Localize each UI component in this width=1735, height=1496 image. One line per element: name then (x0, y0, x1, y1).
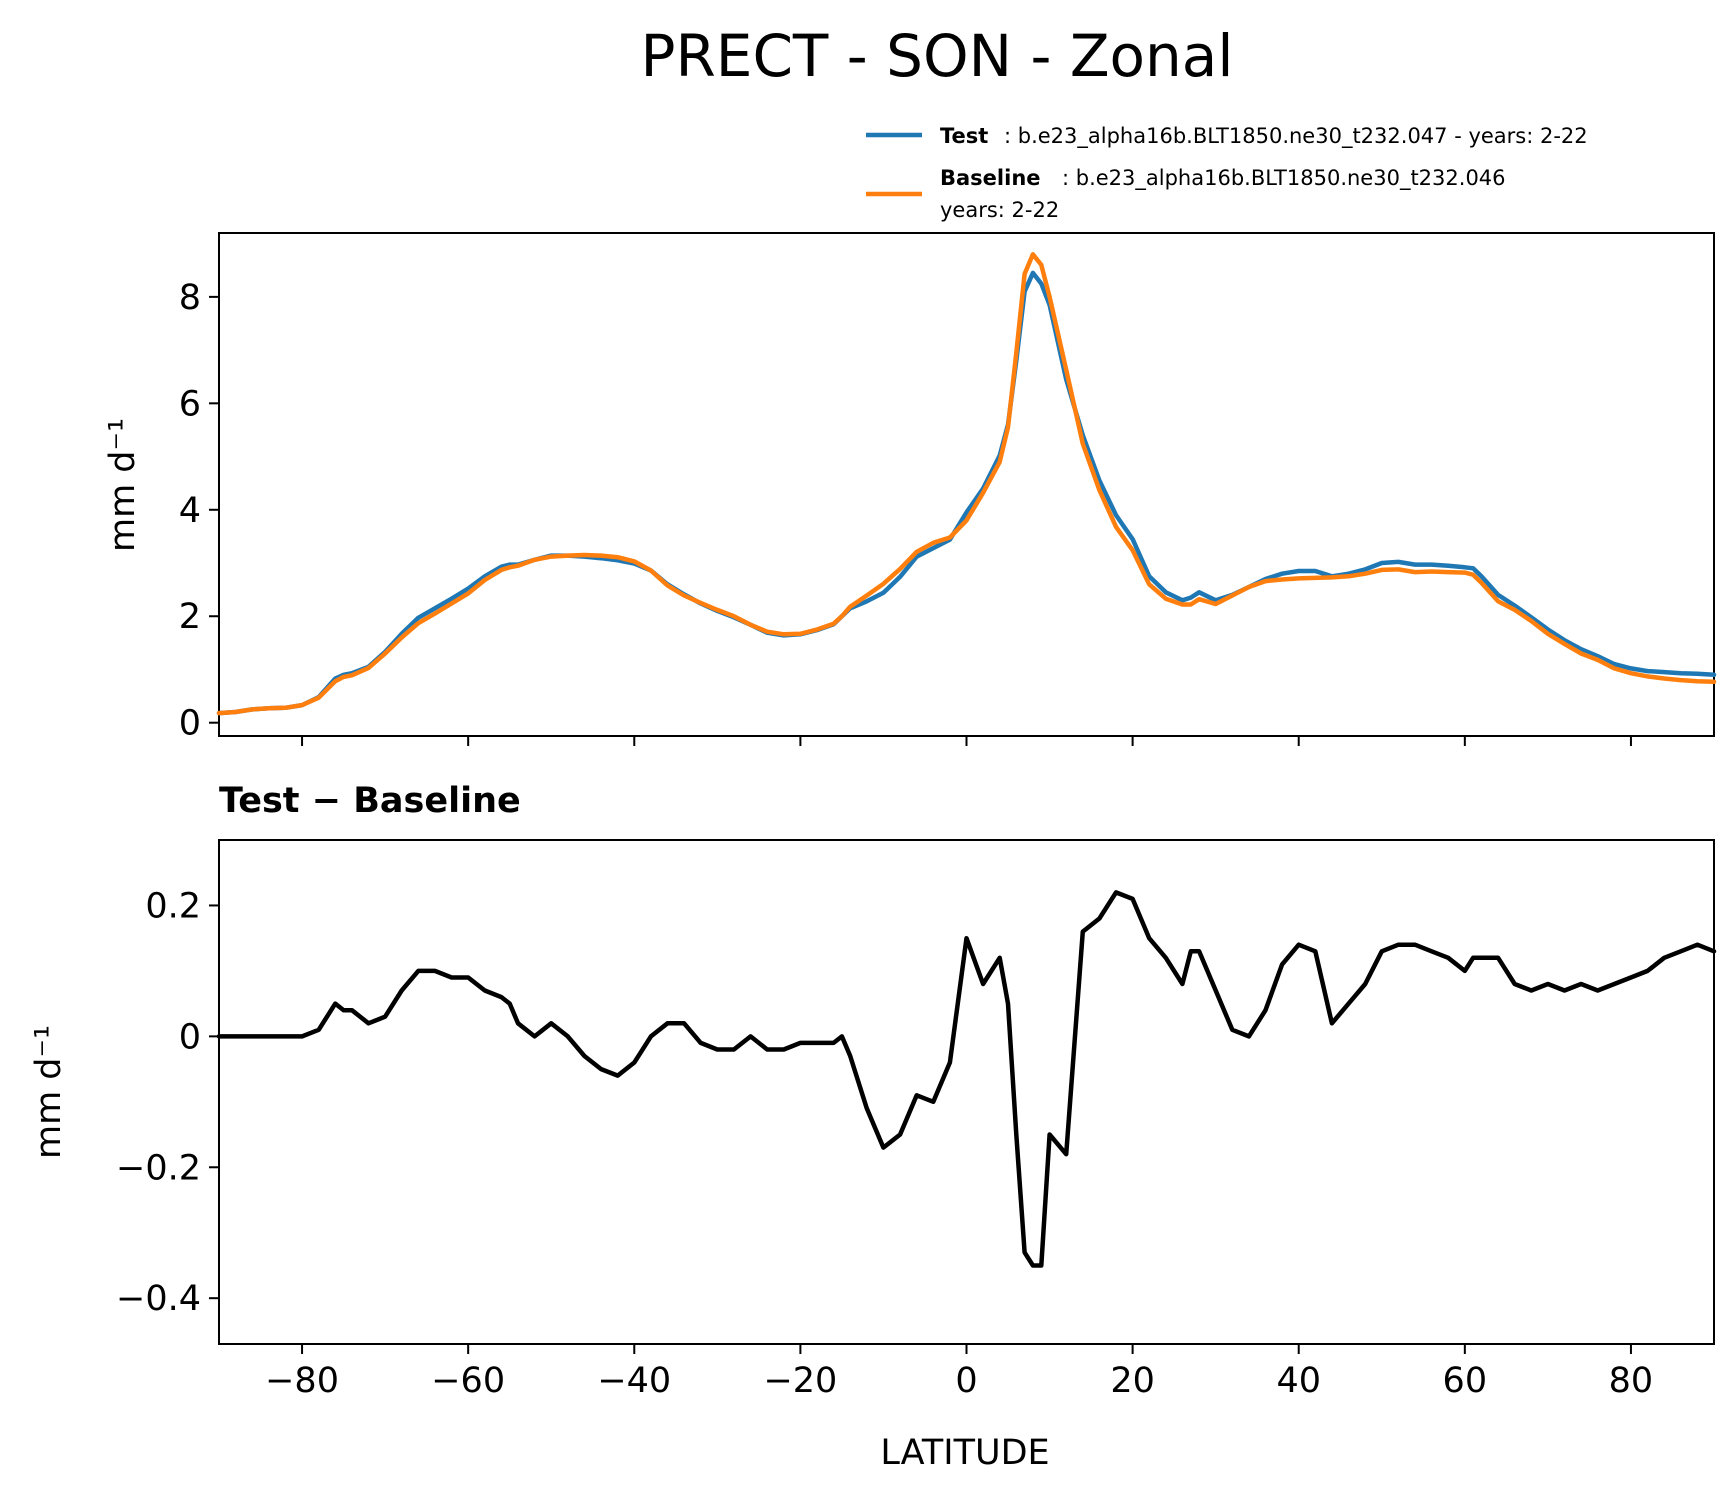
legend-baseline-desc2: years: 2-22 (940, 198, 1059, 222)
top-ylabel: mm d⁻¹ (103, 418, 143, 552)
top-ytick-label: 0 (179, 704, 201, 744)
bottom-xtick-label: 20 (1110, 1361, 1155, 1401)
legend: Test : b.e23_alpha16b.BLT1850.ne30_t232.… (866, 124, 1588, 222)
top-xticks (301, 736, 1632, 746)
top-yticks: 0 2 4 6 8 (179, 278, 219, 744)
bottom-ytick-label: −0.4 (116, 1279, 201, 1319)
bottom-xtick-label: −60 (431, 1361, 505, 1401)
bottom-xtick-label: −40 (597, 1361, 671, 1401)
legend-baseline-name: Baseline (940, 166, 1041, 190)
bottom-xlabel: LATITUDE (880, 1433, 1049, 1473)
bottom-title: Test − Baseline (219, 781, 521, 821)
bottom-xtick-label: 60 (1443, 1361, 1488, 1401)
bottom-xticks: −80 −60 −40 −20 0 20 40 60 80 (265, 1344, 1653, 1401)
bottom-xtick-label: −20 (763, 1361, 837, 1401)
legend-baseline-desc: : b.e23_alpha16b.BLT1850.ne30_t232.046 (1062, 166, 1506, 191)
bottom-xtick-label: −80 (265, 1361, 339, 1401)
top-ytick-label: 4 (179, 491, 201, 531)
bottom-ytick-label: −0.2 (116, 1148, 201, 1188)
bottom-ytick-label: 0.2 (145, 886, 201, 926)
top-ytick-label: 2 (179, 597, 201, 637)
figure-title: PRECT - SON - Zonal (641, 22, 1234, 90)
legend-test-name: Test (940, 124, 988, 148)
top-ytick-label: 6 (179, 384, 201, 424)
bottom-xtick-label: 80 (1609, 1361, 1654, 1401)
top-series-group (216, 252, 1717, 716)
bottom-ytick-label: 0 (179, 1017, 201, 1057)
zonal-mean-panel: 0 2 4 6 8 mm d⁻¹ (103, 232, 1717, 746)
difference-panel: Test − Baseline −0.4 −0.2 0 0.2 −80 −60 −40 −2… (29, 781, 1717, 1473)
bottom-xtick-label: 40 (1276, 1361, 1321, 1401)
bottom-xtick-label: 0 (955, 1361, 977, 1401)
bottom-series-group (216, 890, 1717, 1268)
bottom-yticks: −0.4 −0.2 0 0.2 (116, 886, 219, 1319)
top-series-baseline (216, 252, 1717, 716)
bottom-series-test-baseline (216, 890, 1717, 1268)
legend-test-desc: : b.e23_alpha16b.BLT1850.ne30_t232.047 -… (1004, 124, 1588, 149)
bottom-ylabel: mm d⁻¹ (29, 1025, 69, 1159)
top-ytick-label: 8 (179, 278, 201, 318)
